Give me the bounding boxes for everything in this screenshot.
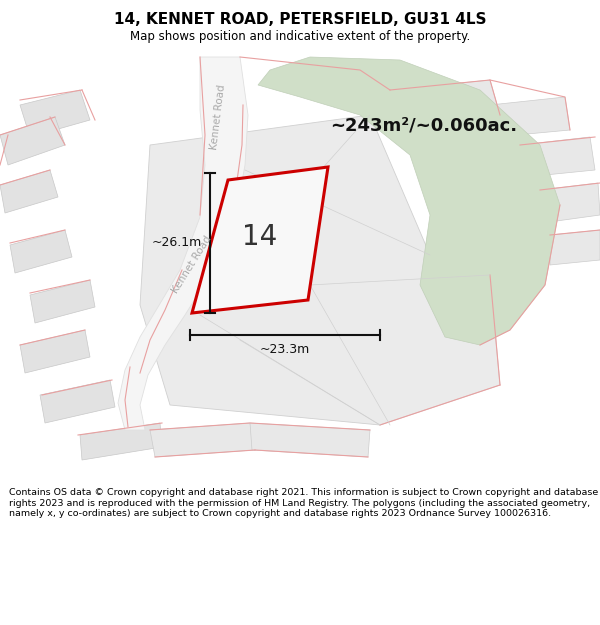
Polygon shape xyxy=(390,80,500,125)
Polygon shape xyxy=(80,423,162,460)
Polygon shape xyxy=(20,330,90,373)
Polygon shape xyxy=(258,57,560,345)
Text: ~243m²/~0.060ac.: ~243m²/~0.060ac. xyxy=(330,116,517,134)
Polygon shape xyxy=(150,423,255,457)
Polygon shape xyxy=(550,230,600,265)
Text: 14: 14 xyxy=(242,223,278,251)
Text: Kennet Road: Kennet Road xyxy=(170,234,214,296)
Polygon shape xyxy=(192,167,328,313)
Polygon shape xyxy=(140,115,500,425)
Polygon shape xyxy=(250,423,370,457)
Polygon shape xyxy=(490,97,570,137)
Text: Map shows position and indicative extent of the property.: Map shows position and indicative extent… xyxy=(130,30,470,43)
Text: Contains OS data © Crown copyright and database right 2021. This information is : Contains OS data © Crown copyright and d… xyxy=(9,488,598,518)
Polygon shape xyxy=(10,230,72,273)
Polygon shape xyxy=(0,117,65,165)
Polygon shape xyxy=(540,183,600,223)
Text: 14, KENNET ROAD, PETERSFIELD, GU31 4LS: 14, KENNET ROAD, PETERSFIELD, GU31 4LS xyxy=(114,12,486,27)
Polygon shape xyxy=(118,57,248,430)
Polygon shape xyxy=(0,170,58,213)
Polygon shape xyxy=(30,280,95,323)
Polygon shape xyxy=(520,137,595,177)
Text: ~26.1m: ~26.1m xyxy=(152,236,202,249)
Text: Kennet Road: Kennet Road xyxy=(209,84,227,150)
Polygon shape xyxy=(20,90,90,137)
Polygon shape xyxy=(40,380,115,423)
Text: ~23.3m: ~23.3m xyxy=(260,343,310,356)
